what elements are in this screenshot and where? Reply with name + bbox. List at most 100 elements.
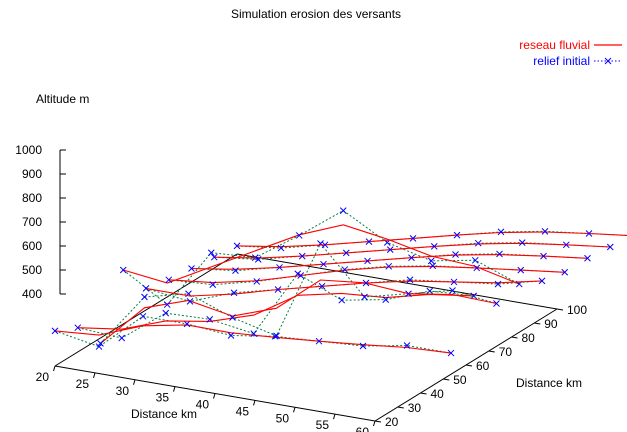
relief-point-stroke [561, 268, 569, 276]
relief-point [541, 227, 549, 235]
relief-point-stroke [142, 285, 150, 292]
legend-label-relief: relief initial [533, 54, 590, 68]
reseau-fluvial-line [214, 242, 611, 259]
y-tick-label: 60 [476, 359, 490, 373]
relief-point [364, 257, 371, 265]
relief-point [584, 254, 591, 262]
relief-point [562, 241, 570, 249]
relief-point [362, 279, 370, 287]
relief-point-stroke [295, 232, 303, 239]
relief-point-stroke [230, 289, 238, 297]
relief-point [341, 266, 349, 273]
relief-point [453, 231, 461, 239]
relief-point [540, 252, 547, 260]
relief-point-stroke [271, 332, 279, 340]
relief-point-stroke [473, 264, 481, 272]
relief-point-stroke [297, 272, 305, 279]
relief-point-stroke [321, 241, 329, 249]
relief-point [273, 332, 280, 340]
relief-point [342, 249, 350, 257]
relief-point-stroke [298, 252, 306, 260]
y-tick-label: 100 [567, 303, 587, 317]
reseau-fluvial-line [77, 292, 474, 330]
relief-point [233, 242, 241, 250]
relief-point [408, 254, 415, 262]
relief-point [361, 293, 368, 301]
relief-point [229, 314, 236, 321]
x-tick-label: 20 [36, 370, 50, 384]
x-tick-mark [173, 386, 176, 392]
relief-point-stroke [362, 279, 370, 287]
relief-point [405, 290, 412, 298]
z-tick-label: 700 [22, 215, 42, 229]
relief-point-stroke [320, 260, 327, 268]
relief-point [210, 253, 218, 261]
relief-point [141, 293, 148, 301]
relief-point-stroke [274, 286, 282, 293]
relief-point [139, 312, 147, 320]
relief-point-stroke [209, 281, 217, 289]
reseau-fluvial-line [191, 254, 588, 270]
relief-point [298, 252, 306, 260]
relief-point-stroke [453, 231, 461, 239]
relief-point [561, 268, 569, 276]
x-tick-label: 55 [316, 418, 330, 432]
relief-point-stroke [382, 296, 390, 303]
relief-point-stroke [253, 278, 261, 285]
relief-point-stroke [339, 207, 347, 214]
relief-point [339, 207, 347, 214]
relief-point-stroke [585, 230, 593, 237]
relief-point-stroke [318, 282, 326, 290]
relief-point-stroke [426, 287, 434, 295]
relief-point-stroke [427, 257, 435, 265]
relief-point [386, 246, 394, 254]
relief-point-stroke [341, 266, 349, 273]
relief-point-stroke [74, 324, 82, 332]
relief-point [74, 324, 82, 332]
axes [54, 150, 558, 422]
relief-point-stroke [405, 290, 412, 298]
relief-point-stroke [139, 312, 147, 320]
relief-point-stroke [361, 293, 368, 301]
x-tick-mark [333, 413, 336, 420]
relief-point-stroke [452, 251, 459, 258]
relief-point [227, 332, 235, 339]
z-tick-label: 400 [22, 287, 42, 301]
relief-point-stroke [471, 256, 479, 264]
curves [51, 207, 627, 357]
relief-point [449, 287, 456, 294]
relief-point-stroke [584, 254, 591, 262]
relief-point [429, 262, 437, 270]
relief-point-stroke [315, 337, 323, 345]
x-tick-label: 60 [356, 425, 370, 432]
relief-point [450, 278, 458, 286]
relief-point-stroke [119, 266, 127, 274]
y-tick-mark [443, 378, 450, 381]
relief-point-stroke [276, 264, 283, 271]
y-tick-mark [465, 364, 473, 367]
relief-point-stroke [97, 340, 104, 347]
relief-point [409, 234, 417, 242]
relief-point-stroke [118, 334, 126, 342]
relief-point [585, 230, 593, 237]
legend-label-reseau: reseau fluvial [519, 38, 590, 52]
relief-point-stroke [254, 256, 262, 263]
relief-point [118, 334, 126, 342]
relief-point [188, 265, 195, 272]
relief-point [97, 340, 104, 347]
relief-point [142, 285, 150, 292]
x-tick-mark [53, 365, 56, 372]
y-tick-mark [374, 420, 382, 423]
relief-point-stroke [496, 250, 503, 258]
relief-point-stroke [342, 249, 350, 257]
relief-point [517, 266, 525, 274]
relief-point-stroke [162, 309, 170, 317]
relief-point-stroke [518, 239, 526, 246]
z-tick-label: 1000 [15, 143, 42, 157]
relief-point [403, 342, 411, 349]
relief-point-stroke [517, 266, 525, 274]
x-tick-mark [253, 400, 256, 406]
relief-point [232, 267, 239, 275]
relief-point [315, 337, 323, 345]
relief-point-stroke [207, 249, 215, 257]
